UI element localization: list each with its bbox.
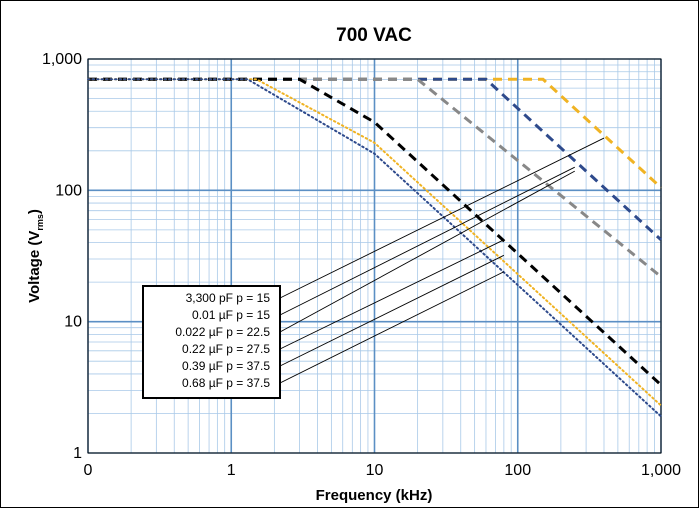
y-axis-label-main: Voltage (V <box>26 231 43 303</box>
legend-entry-label: 0.39 µF p = 37.5 <box>182 359 270 373</box>
y-axis-label-close: ) <box>26 209 43 214</box>
legend-leader-line <box>279 254 505 367</box>
series-layer <box>87 77 663 418</box>
y-tick-label: 100 <box>55 182 82 199</box>
y-axis-label: Voltage (Vrms) <box>26 209 45 303</box>
legend-entry-label: 0.22 µF p = 27.5 <box>182 342 270 356</box>
legend-leader-line <box>279 166 575 316</box>
y-tick-label: 1,000 <box>42 51 82 68</box>
legend-leader-line <box>279 239 505 350</box>
series-line-2 <box>88 77 663 241</box>
legend-leader-line <box>279 271 505 384</box>
x-tick-label: 1 <box>227 462 236 479</box>
x-tick-label: 0 <box>84 462 93 479</box>
y-tick-label: 1 <box>73 445 82 462</box>
legend-entry-label: 0.68 µF p = 37.5 <box>182 376 270 390</box>
x-axis-label: Frequency (kHz) <box>316 487 433 504</box>
y-axis-label-subscript: rms <box>35 214 45 231</box>
y-tick-label: 10 <box>64 314 82 331</box>
legend-entry-label: 3,300 pF p = 15 <box>186 291 271 305</box>
plot-border <box>87 58 662 454</box>
legend-entry-label: 0.022 µF p = 22.5 <box>175 325 270 339</box>
x-tick-label: 100 <box>504 462 531 479</box>
x-tick-labels: 0 1 10 100 1,000 <box>84 462 682 479</box>
legend-entry-label: 0.01 µF p = 15 <box>192 308 270 322</box>
legend: 3,300 pF p = 15 0.01 µF p = 15 0.022 µF p … <box>142 285 281 399</box>
x-tick-label: 1,000 <box>641 462 681 479</box>
x-tick-label: 10 <box>366 462 384 479</box>
legend-leader-line <box>279 170 575 333</box>
legend-leader-lines <box>279 137 605 384</box>
y-tick-labels: 1 10 100 1,000 <box>42 51 82 462</box>
series-line-6 <box>87 78 662 418</box>
series-line-5 <box>87 78 662 407</box>
legend-box <box>142 285 281 399</box>
legend-leader-line <box>279 137 605 299</box>
chart-title: 700 VAC <box>336 25 412 46</box>
